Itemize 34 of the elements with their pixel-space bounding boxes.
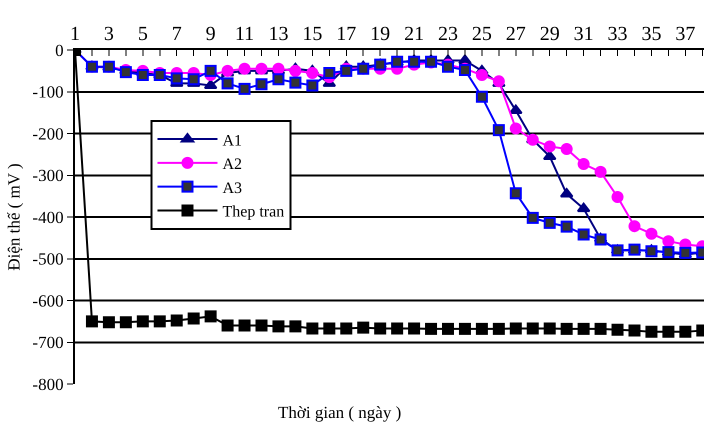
y-tick-label: -200 [32, 124, 64, 144]
y-tick-label: -800 [32, 374, 64, 394]
legend-label: A3 [222, 180, 242, 197]
y-tick-label: -500 [32, 250, 64, 269]
x-tick-label: 33 [608, 23, 628, 45]
x-tick-label: 35 [641, 23, 662, 45]
legend-label: Thep tran [222, 204, 284, 221]
x-tick-label: 25 [472, 23, 492, 45]
y-tick-label: -700 [32, 333, 64, 352]
x-tick-label: 19 [370, 23, 390, 45]
y-tick-label: -300 [32, 166, 64, 186]
x-tick-label: 5 [138, 23, 148, 45]
x-tick-label: 3 [104, 23, 114, 45]
x-tick-label: 13 [268, 23, 288, 45]
x-tick-label: 27 [506, 23, 526, 45]
x-tick-label: 7 [172, 23, 182, 45]
legend-label: A2 [222, 156, 242, 174]
x-tick-label: 31 [574, 23, 594, 45]
x-axis-title: Thời gian ( ngày ) [278, 403, 402, 422]
x-tick-label: 21 [404, 23, 424, 45]
x-tick-label: 9 [206, 23, 216, 45]
y-tick-label: -600 [32, 291, 64, 310]
x-tick-label: 37 [675, 23, 696, 45]
y-tick-label: 0 [55, 40, 64, 60]
y-axis-title: Điện thế ( mV ) [4, 163, 24, 271]
x-tick-label: 1 [70, 23, 80, 45]
x-tick-label: 29 [540, 23, 560, 45]
y-tick-label: -400 [32, 208, 64, 227]
y-tick-label: -100 [32, 82, 64, 102]
x-tick-label: 17 [336, 23, 356, 45]
x-tick-label: 15 [302, 23, 322, 45]
legend-label: A1 [222, 132, 242, 150]
x-tick-label: 11 [234, 23, 254, 45]
x-tick-label: 23 [438, 23, 458, 45]
